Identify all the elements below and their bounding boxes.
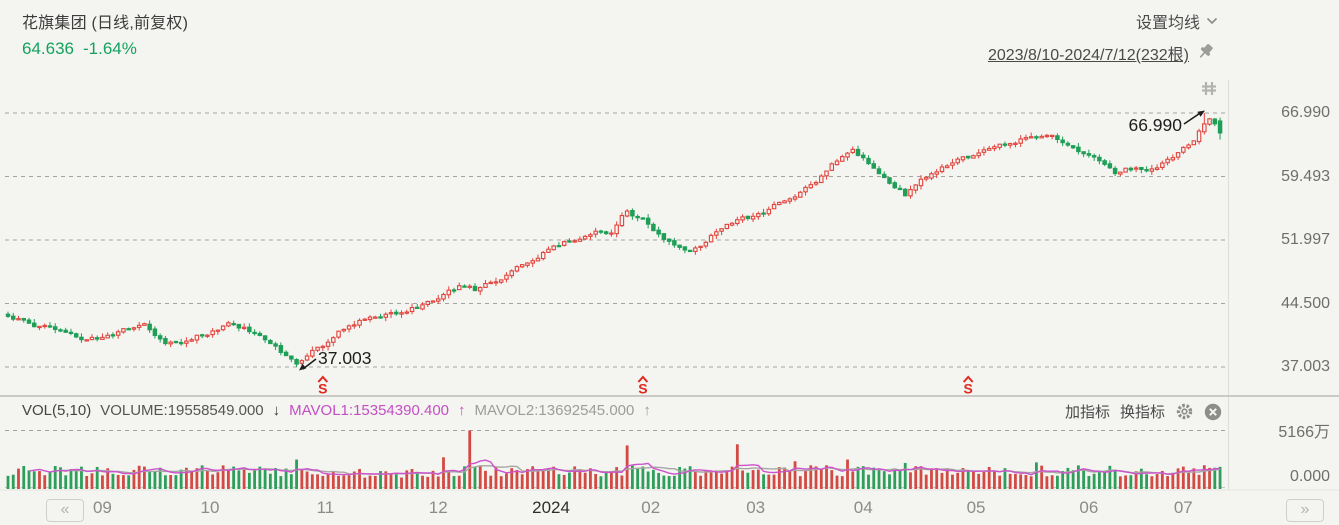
time-axis-label: 02: [641, 498, 661, 517]
scroll-right-button[interactable]: »: [1286, 499, 1324, 522]
volume-axis-min: 0.000: [1289, 468, 1330, 485]
split-marker: S: [318, 381, 327, 397]
low-annotation: 37.003: [318, 348, 372, 368]
mavol1-up-arrow-icon: ↑: [458, 402, 466, 419]
price-axis-label: 37.003: [1281, 358, 1330, 375]
price-annotations: 66.990 37.003: [299, 110, 1205, 371]
date-range-row: 2023/8/10-2024/7/12(232根): [988, 41, 1216, 65]
gear-icon[interactable]: [1175, 402, 1194, 421]
time-axis: « 09 10 11 12 2024 02 03 04 05 06 07 »: [0, 490, 1339, 525]
time-axis-label: 09: [92, 498, 112, 517]
last-price: 64.636: [22, 39, 74, 58]
mavol1-value: MAVOL1:15354390.400: [289, 402, 449, 419]
time-axis-label: 11: [316, 498, 335, 517]
add-indicator-button[interactable]: 加指标: [1064, 404, 1110, 421]
price-axis-label: 66.990: [1281, 104, 1330, 121]
date-range-link[interactable]: 2023/8/10-2024/7/12(232根): [987, 47, 1189, 64]
price-axis-label: 44.500: [1281, 294, 1330, 312]
close-icon[interactable]: [1204, 403, 1222, 421]
volume-down-arrow-icon: ↓: [272, 402, 281, 419]
volume-series: [6, 430, 1222, 489]
time-axis-label: 12: [428, 498, 448, 517]
volume-value: VOLUME:19558549.000: [100, 402, 264, 419]
time-axis-label: 2024: [532, 498, 570, 517]
price-axis-label: 51.997: [1281, 231, 1330, 248]
ma-settings-button[interactable]: 设置均线: [1136, 9, 1218, 33]
time-axis-label: 04: [853, 498, 873, 517]
price-axis-label: 59.493: [1281, 167, 1330, 185]
mavol2-up-arrow-icon: ↑: [643, 402, 651, 419]
split-marker: S: [964, 381, 973, 397]
change-percent: -1.64%: [83, 39, 137, 58]
switch-indicator-button[interactable]: 换指标: [1119, 404, 1165, 421]
time-axis-label: 10: [200, 498, 220, 517]
ma-settings-label: 设置均线: [1135, 15, 1200, 32]
volume-header: VOL(5,10) VOLUME:19558549.000 ↓ MAVOL1:1…: [22, 402, 651, 419]
mavol2-value: MAVOL2:13692545.000: [474, 402, 635, 419]
volume-header-actions: 加指标 换指标: [1065, 401, 1222, 422]
time-axis-label: 05: [966, 498, 986, 517]
chevron-down-icon: [1206, 17, 1218, 25]
mavol1-line: [28, 459, 1221, 476]
scroll-left-button[interactable]: «: [46, 499, 84, 522]
split-marker: S: [638, 381, 647, 397]
pin-icon[interactable]: [1196, 43, 1216, 63]
time-axis-label: 03: [746, 498, 766, 517]
time-axis-label: 07: [1173, 498, 1193, 517]
volume-axis-max: 5166万: [1278, 424, 1330, 441]
vol-indicator-label[interactable]: VOL(5,10): [22, 402, 92, 419]
page-title: 花旗集团 (日线,前复权): [22, 15, 189, 32]
time-axis-label: 06: [1079, 498, 1099, 517]
pane-resize-icon[interactable]: [1202, 82, 1216, 95]
high-annotation: 66.990: [1128, 115, 1182, 135]
candlestick-series: [5, 113, 1223, 367]
quote-line: 64.636 -1.64%: [22, 39, 137, 59]
gridlines: [0, 80, 1339, 491]
